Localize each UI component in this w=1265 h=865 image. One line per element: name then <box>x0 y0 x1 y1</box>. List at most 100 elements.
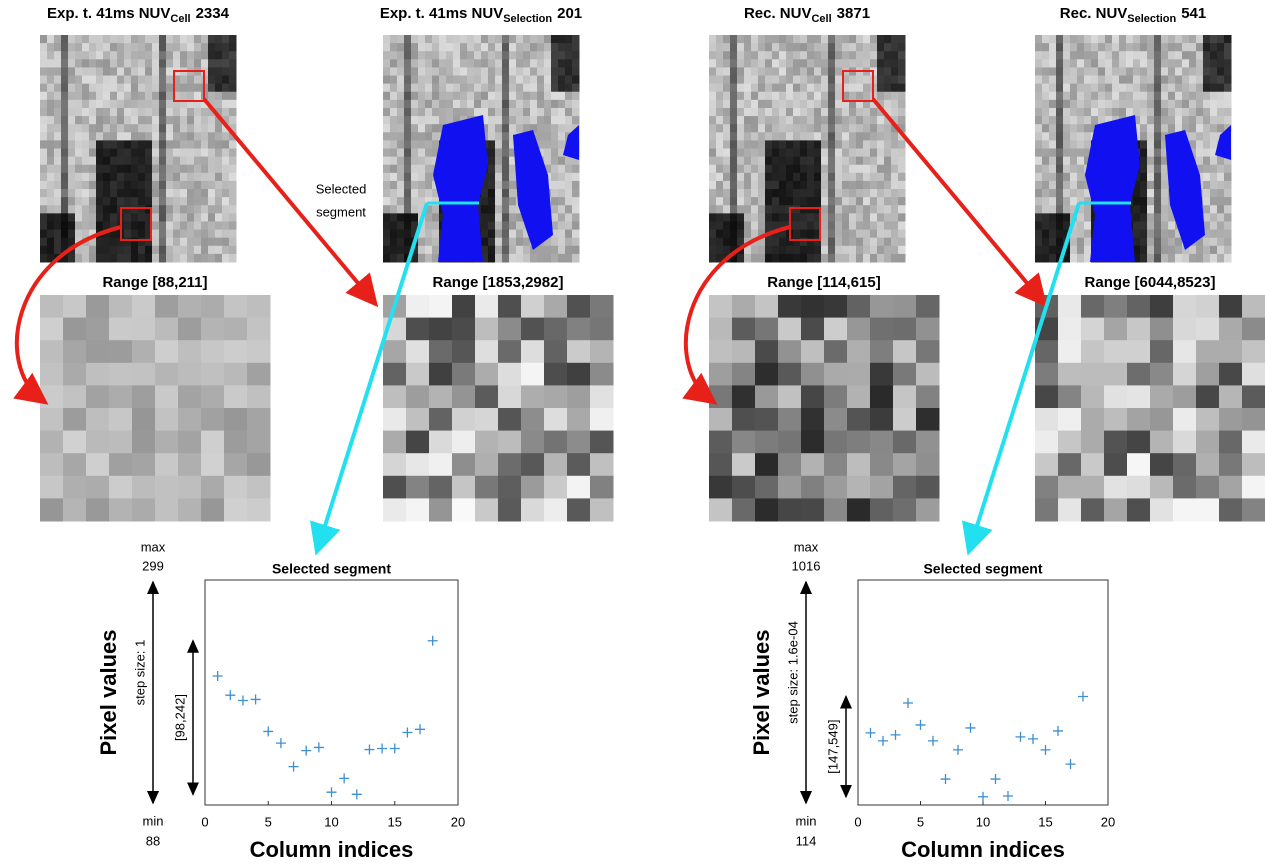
pixel <box>1077 149 1085 158</box>
pixel <box>1175 254 1183 263</box>
pixel <box>1035 189 1043 198</box>
pixel <box>208 254 216 263</box>
mosaic-pixel <box>709 318 733 341</box>
pixel <box>1161 108 1169 117</box>
pixel <box>814 181 822 190</box>
pixel <box>103 197 111 206</box>
mosaic-pixel <box>824 363 848 386</box>
pixel <box>1056 189 1064 198</box>
pixel <box>404 140 412 149</box>
pixel <box>54 108 62 117</box>
pixel <box>404 100 412 109</box>
pixel <box>730 157 738 166</box>
pixel <box>208 116 216 125</box>
pixel <box>1042 124 1050 133</box>
pixel <box>1168 108 1176 117</box>
pixel <box>495 100 503 109</box>
pixel <box>772 84 780 93</box>
pixel <box>124 67 132 76</box>
pixel <box>495 84 503 93</box>
pixel <box>110 213 118 222</box>
mosaic-pixel <box>1242 498 1265 521</box>
pixel <box>75 165 83 174</box>
pixel <box>1154 108 1162 117</box>
pixel <box>47 132 55 141</box>
pixel <box>1084 221 1092 230</box>
pixel <box>425 84 433 93</box>
pixel <box>1084 116 1092 125</box>
pixel <box>1077 108 1085 117</box>
panel-count: 2334 <box>196 5 230 22</box>
pixel <box>1224 189 1232 198</box>
pixel <box>877 59 885 68</box>
pixel <box>96 92 104 101</box>
pixel <box>723 140 731 149</box>
pixel <box>68 149 76 158</box>
pixel <box>96 238 104 247</box>
pixel <box>383 140 391 149</box>
mosaic-pixel <box>86 385 110 408</box>
mosaic-pixel <box>201 408 225 431</box>
pixel <box>898 205 906 214</box>
pixel <box>180 165 188 174</box>
pixel <box>765 221 773 230</box>
pixel <box>194 213 202 222</box>
pixel <box>1084 92 1092 101</box>
pixel <box>187 116 195 125</box>
mosaic-pixel <box>132 385 156 408</box>
pixel <box>166 246 174 255</box>
mosaic-pixel <box>1127 476 1151 499</box>
mosaic-pixel <box>247 318 271 341</box>
pixel <box>884 221 892 230</box>
pixel <box>222 205 230 214</box>
pixel <box>474 51 482 60</box>
pixel <box>1154 238 1162 247</box>
pixel <box>509 254 517 263</box>
pixel <box>737 221 745 230</box>
pixel <box>446 100 454 109</box>
pixel <box>786 189 794 198</box>
pixel <box>723 116 731 125</box>
pixel <box>40 84 48 93</box>
pixel <box>418 189 426 198</box>
pixel <box>891 205 899 214</box>
pixel <box>1070 51 1078 60</box>
pixel <box>502 213 510 222</box>
pixel <box>558 67 566 76</box>
pixel <box>544 100 552 109</box>
pixel <box>201 108 209 117</box>
mosaic-pixel <box>247 363 271 386</box>
pixel <box>1133 205 1141 214</box>
pixel <box>432 238 440 247</box>
pixel <box>1147 76 1155 85</box>
pixel <box>1049 189 1057 198</box>
pixel <box>793 221 801 230</box>
pixel <box>523 116 531 125</box>
mosaic-pixel <box>755 498 779 521</box>
pixel <box>460 59 468 68</box>
pixel <box>723 173 731 182</box>
pixel <box>180 173 188 182</box>
pixel <box>1077 254 1085 263</box>
pixel <box>397 132 405 141</box>
pixel <box>509 124 517 133</box>
mosaic-pixel <box>1196 498 1220 521</box>
pixel <box>1203 100 1211 109</box>
pixel <box>82 254 90 263</box>
mosaic-pixel <box>847 340 871 363</box>
pixel <box>425 132 433 141</box>
pixel <box>730 59 738 68</box>
pixel <box>481 59 489 68</box>
pixel <box>1196 100 1204 109</box>
pixel <box>1070 100 1078 109</box>
pixel <box>856 197 864 206</box>
pixel <box>418 116 426 125</box>
pixel <box>481 84 489 93</box>
mosaic-pixel <box>1127 363 1151 386</box>
pixel <box>68 221 76 230</box>
pixel <box>1112 67 1120 76</box>
pixel <box>814 92 822 101</box>
pixel <box>884 67 892 76</box>
pixel <box>1147 254 1155 263</box>
pixel <box>488 140 496 149</box>
